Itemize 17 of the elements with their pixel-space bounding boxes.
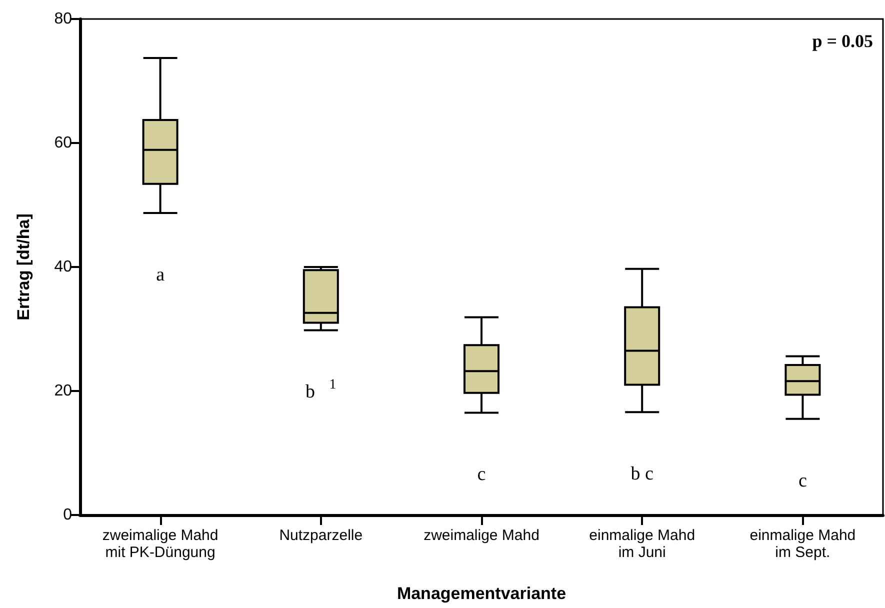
annotation: b c (630, 464, 654, 485)
x-tick-label: Nutzparzelle (279, 527, 363, 544)
y-tick-label: 20 (54, 382, 72, 400)
y-axis-title: Ertrag [dt/ha] (14, 214, 33, 320)
annotation: a (156, 264, 166, 286)
annotation: p = 0.05 (812, 31, 874, 51)
annotation: c (477, 464, 486, 486)
x-tick-label: einmalige Mahd im Juni (589, 527, 696, 561)
x-axis-title: Managementvariante (396, 584, 566, 603)
annotation: b 1 (306, 378, 336, 403)
y-tick-label: 60 (54, 134, 72, 152)
x-tick-label: zweimalige Mahd mit PK-Düngung (102, 527, 218, 561)
x-tick-label: zweimalige Mahd (424, 527, 540, 544)
x-tick-label: einmalige Mahd im Sept. (750, 527, 856, 561)
annotation: c (798, 470, 807, 492)
y-tick-label: 40 (54, 258, 72, 276)
y-tick-label: 80 (54, 10, 72, 28)
